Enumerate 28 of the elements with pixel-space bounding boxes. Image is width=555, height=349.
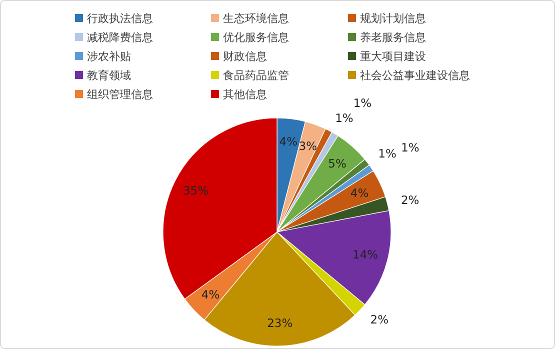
data-label: 1%: [353, 96, 372, 110]
data-label: 23%: [267, 316, 293, 330]
legend-label: 财政信息: [223, 50, 267, 63]
data-label: 1%: [335, 110, 354, 125]
legend-label: 生态环境信息: [223, 12, 289, 25]
legend-label: 养老服务信息: [360, 31, 426, 44]
data-label: 1%: [401, 140, 420, 155]
legend-label: 规划计划信息: [360, 12, 426, 25]
data-label: 4%: [350, 186, 369, 200]
legend-label: 教育领域: [87, 69, 131, 82]
legend-label: 减税降费信息: [87, 31, 153, 44]
legend-label: 涉农补贴: [87, 50, 131, 63]
data-label: 5%: [328, 156, 347, 171]
data-label: 14%: [352, 248, 378, 262]
data-label: 2%: [400, 193, 420, 208]
legend-label: 重大项目建设: [360, 50, 426, 63]
data-label: 4%: [279, 134, 298, 149]
data-label: 2%: [370, 312, 389, 327]
legend-label: 行政执法信息: [87, 12, 153, 25]
legend-label: 组织管理信息: [87, 88, 153, 101]
legend-label: 其他信息: [223, 88, 267, 101]
data-label: 35%: [182, 184, 209, 198]
data-label: 4%: [201, 287, 220, 302]
legend-label: 社会公益事业建设信息: [360, 69, 470, 82]
data-label: 1%: [378, 146, 396, 161]
data-label: 3%: [298, 139, 318, 154]
legend-label: 优化服务信息: [223, 31, 289, 44]
legend-label: 食品药品监管: [223, 69, 289, 82]
